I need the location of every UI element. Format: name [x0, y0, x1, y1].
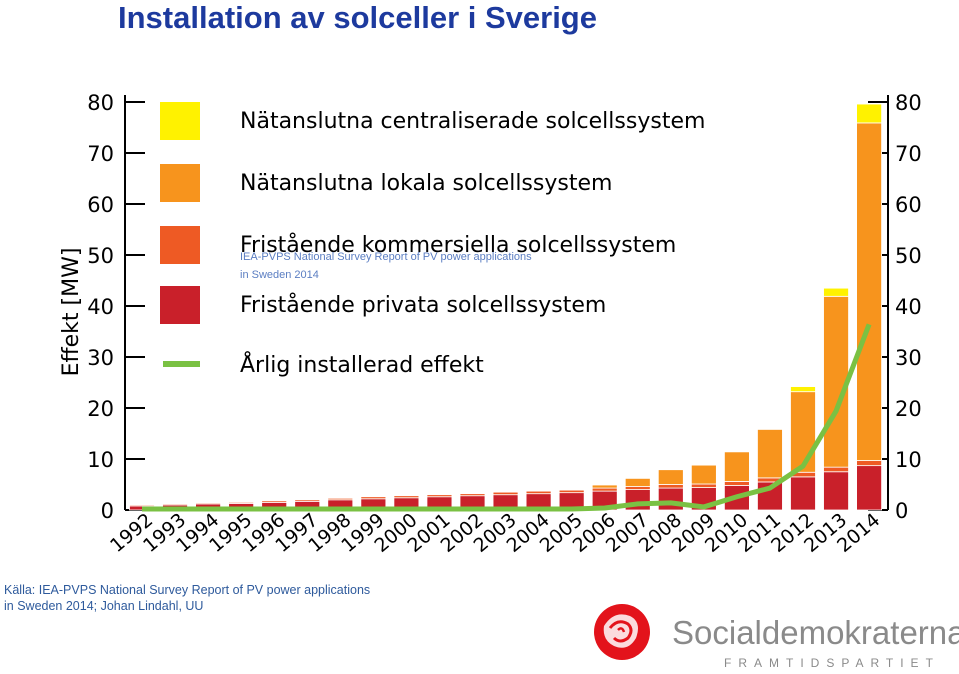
- bar-2009-series-2: [690, 464, 717, 485]
- bar-2012-series-2: [790, 391, 816, 473]
- bar-2014-series-3: [856, 103, 882, 124]
- page-title: Installation av solceller i Sverige: [118, 0, 597, 35]
- stacked-bar-chart: 0 0 10 10 20 20 30 30 40 40 50 50 60 60 70 70 80 80 Nätan…: [59, 91, 922, 557]
- legend-label-0: Fristående privata solcellssystem: [240, 292, 606, 318]
- bar-1994-series-1: [195, 502, 222, 505]
- y-tick-label-right-6: 60: [895, 193, 922, 217]
- bar-2010-series-2: [724, 451, 750, 482]
- bar-2005-series-1: [558, 489, 585, 494]
- bar-2013-series-1: [823, 466, 849, 473]
- legend-label-3: Nätanslutna centraliserade solcellssyste…: [240, 109, 705, 134]
- y-tick-label-left-8: 80: [87, 91, 114, 115]
- bar-1996-series-1: [261, 500, 288, 503]
- bar-1998-series-1: [327, 497, 354, 501]
- annual-installed-line: [142, 323, 872, 512]
- bar-1992-series-1: [129, 504, 155, 507]
- bar-2013-series-3: [823, 287, 849, 297]
- legend-swatch-1: [160, 226, 200, 264]
- y-tick-label-right-4: 40: [895, 295, 922, 319]
- source-note: Källa: IEA-PVPS National Survey Report o…: [4, 582, 370, 614]
- bar-2004-series-1: [525, 490, 552, 495]
- legend-swatch-2: [160, 164, 200, 202]
- bar-2008-series-1: [657, 484, 684, 489]
- y-tick-label-right-0: 0: [895, 499, 908, 523]
- bar-1993-series-1: [162, 503, 188, 506]
- bar-2006-series-1: [591, 487, 618, 492]
- source-line-1: Källa: IEA-PVPS National Survey Report o…: [4, 583, 371, 597]
- bar-2013-series-0: [823, 471, 849, 511]
- bar-2014-series-0: [856, 465, 882, 511]
- y-tick-label-right-7: 70: [895, 142, 922, 166]
- bar-2006-series-2: [591, 484, 618, 489]
- bar-2012-series-3: [790, 386, 816, 393]
- y-tick-label-left-4: 40: [87, 295, 114, 319]
- logo-text: Socialdemokraterna: [672, 614, 959, 651]
- bar-1997-series-1: [294, 499, 321, 502]
- bar-2013-series-2: [823, 295, 849, 468]
- y-tick-label-left-5: 50: [87, 244, 114, 268]
- bar-2010-series-1: [724, 481, 750, 486]
- legend-label-line: Årlig installerad effekt: [240, 351, 484, 378]
- logo-subtext: FRAMTIDSPARTIET: [724, 656, 940, 670]
- y-axis-label: Effekt [MW]: [59, 248, 84, 377]
- legend-label-1: Fristående kommersiella solcellssystem: [240, 232, 676, 258]
- bar-2001-series-1: [426, 494, 453, 498]
- bar-1999-series-1: [360, 496, 387, 500]
- bar-2008-series-0: [657, 487, 684, 511]
- overlay-note-line2: in Sweden 2014: [240, 269, 319, 281]
- y-tick-label-right-1: 10: [895, 448, 922, 472]
- bar-2012-series-0: [790, 476, 816, 511]
- bar-2008-series-2: [657, 469, 684, 485]
- y-tick-label-left-6: 60: [87, 193, 114, 217]
- y-tick-label-right-8: 80: [895, 91, 922, 115]
- bar-1995-series-1: [228, 501, 255, 504]
- bar-2002-series-1: [459, 493, 486, 497]
- y-tick-label-right-3: 30: [895, 346, 922, 370]
- y-tick-label-left-2: 20: [87, 397, 114, 421]
- source-line-2: in Sweden 2014; Johan Lindahl, UU: [4, 599, 204, 613]
- bar-2009-series-1: [690, 483, 717, 488]
- y-tick-label-left-1: 10: [87, 448, 114, 472]
- legend-swatch-3: [160, 102, 200, 140]
- y-tick-label-left-3: 30: [87, 346, 114, 370]
- y-tick-label-right-2: 20: [895, 397, 922, 421]
- y-tick-label-left-0: 0: [101, 499, 114, 523]
- bar-2007-series-2: [624, 477, 651, 487]
- bar-2007-series-1: [624, 486, 651, 491]
- bar-2011-series-2: [757, 429, 783, 479]
- y-tick-label-left-7: 70: [87, 142, 114, 166]
- bar-2000-series-1: [393, 495, 420, 499]
- bar-2014-series-1: [856, 460, 882, 467]
- bar-2003-series-1: [492, 491, 519, 496]
- y-tick-label-right-5: 50: [895, 244, 922, 268]
- legend-swatch-0: [160, 286, 200, 324]
- bar-2014-series-2: [856, 122, 882, 461]
- overlay-note-line1: IEA-PVPS National Survey Report of PV po…: [240, 251, 532, 263]
- legend-label-2: Nätanslutna lokala solcellssystem: [240, 171, 612, 196]
- rose-logo-icon: [594, 604, 650, 660]
